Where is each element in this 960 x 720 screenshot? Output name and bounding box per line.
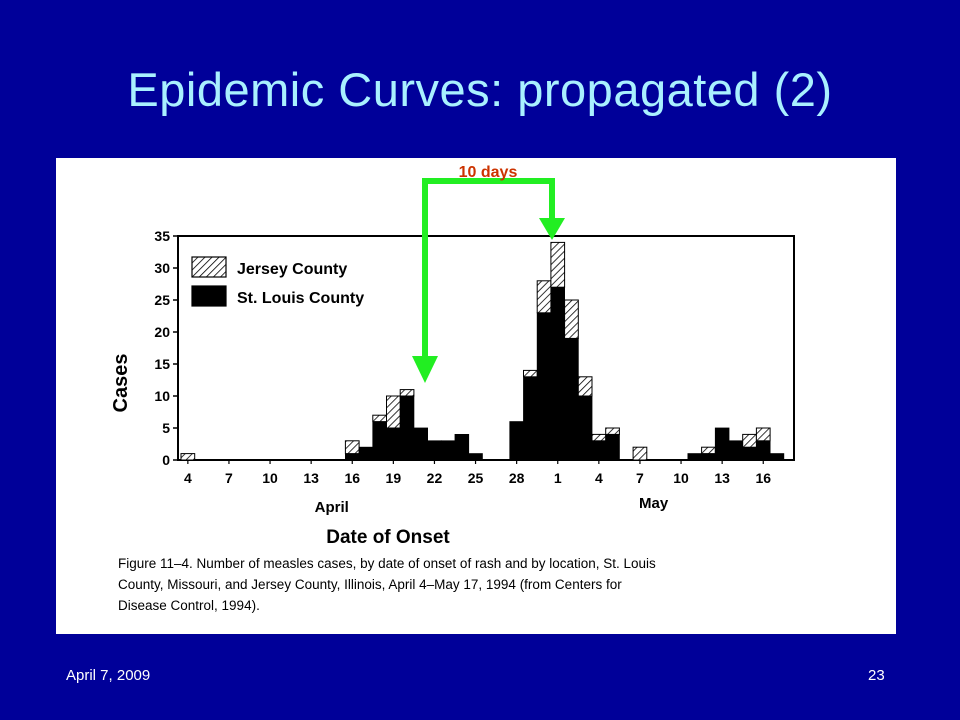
plot-border: [177, 235, 795, 461]
legend-label-st-louis: St. Louis County: [237, 290, 364, 307]
bar-st-louis: [591, 440, 607, 461]
bar-st-louis: [468, 453, 483, 461]
bar-st-louis: [728, 440, 744, 461]
down-arrow-left: [412, 356, 438, 383]
bar-st-louis: [536, 312, 552, 461]
interval-label: 10 days: [459, 164, 518, 181]
bar-st-louis: [413, 427, 428, 461]
bar-st-louis: [523, 376, 538, 461]
bar-jersey: [372, 414, 387, 423]
legend-swatch-st-louis: [191, 285, 227, 307]
bar-jersey: [564, 299, 579, 339]
bar-st-louis: [440, 440, 456, 461]
bar-jersey: [591, 433, 607, 442]
bar-st-louis: [344, 453, 360, 461]
figure-panel: 0 5 10 15 20 25 30 35 4 7 10 13 16 19 22 25 28 1 4 7 10 13 16 A…: [56, 158, 896, 634]
x-tick-label: 10: [673, 470, 689, 486]
x-tick-label: 28: [509, 470, 525, 486]
bar-jersey: [399, 389, 415, 397]
y-tick-label: 25: [154, 292, 170, 308]
y-tick-label: 10: [154, 388, 170, 404]
bar-st-louis: [399, 395, 415, 461]
legend-label-jersey: Jersey County: [237, 261, 347, 278]
x-tick-label: 7: [636, 470, 644, 486]
x-tick-label: 13: [303, 470, 319, 486]
bar-st-louis: [756, 440, 771, 461]
bar-jersey: [632, 446, 648, 461]
bar-st-louis: [427, 440, 442, 461]
figure-caption: Figure 11–4. Number of measles cases, by…: [118, 556, 656, 613]
x-tick-label: 4: [595, 470, 603, 486]
bar-jersey: [180, 453, 196, 461]
bar-st-louis: [386, 427, 401, 461]
down-arrow-right: [539, 218, 565, 240]
x-tick-label: 1: [554, 470, 562, 486]
bar-st-louis: [687, 453, 703, 461]
y-tick-label: 35: [154, 228, 170, 244]
interval-bracket: [422, 178, 555, 357]
bar-jersey: [344, 440, 360, 455]
bar-st-louis: [769, 453, 785, 461]
x-tick-label: 7: [225, 470, 233, 486]
x-tick-label: 13: [714, 470, 730, 486]
footer-date: April 7, 2009: [66, 667, 151, 684]
bar-jersey: [536, 280, 552, 314]
bar-st-louis: [577, 395, 593, 461]
bar-st-louis: [358, 446, 374, 461]
caption-line: Disease Control, 1994).: [118, 598, 260, 613]
x-tick-label: 16: [755, 470, 771, 486]
bar-jersey: [755, 427, 771, 442]
bar-st-louis: [509, 421, 524, 461]
y-tick-label: 20: [154, 324, 170, 340]
x-tick-label: 19: [386, 470, 402, 486]
slide-title: Epidemic Curves: propagated (2): [127, 63, 833, 116]
bar-st-louis: [701, 453, 716, 461]
bar-jersey: [742, 433, 757, 448]
bar-st-louis: [564, 337, 579, 461]
x-tick-label: 16: [344, 470, 360, 486]
bar-jersey: [386, 395, 401, 429]
y-tick-label: 0: [162, 452, 170, 468]
bar-jersey: [605, 427, 620, 435]
caption-line: County, Missouri, and Jersey County, Ill…: [118, 577, 622, 592]
bar-st-louis: [372, 421, 387, 461]
x-tick-label: 4: [184, 470, 192, 486]
x-tick-label: 25: [468, 470, 484, 486]
y-tick-label: 30: [154, 260, 170, 276]
bar-jersey: [523, 369, 538, 378]
legend-swatch-jersey: [191, 256, 227, 278]
caption-line: Figure 11–4. Number of measles cases, by…: [118, 556, 656, 571]
y-tick-label: 5: [162, 420, 170, 436]
y-tick-label: 15: [154, 356, 170, 372]
page-number: 23: [868, 667, 885, 684]
bar-st-louis: [550, 286, 565, 461]
bar-st-louis: [454, 433, 470, 461]
x-axis-label: Date of Onset: [326, 527, 450, 548]
y-axis-label: Cases: [110, 354, 132, 413]
bar-jersey: [577, 376, 593, 397]
bar-st-louis: [605, 433, 620, 461]
x-tick-label: 10: [262, 470, 278, 486]
month-label-april: April: [315, 499, 349, 516]
month-label-may: May: [639, 495, 669, 512]
bar-jersey: [701, 446, 716, 455]
x-tick-label: 22: [427, 470, 443, 486]
bar-st-louis: [714, 427, 730, 461]
bar-st-louis: [742, 446, 757, 461]
epidemic-curve-chart: 0 5 10 15 20 25 30 35 4 7 10 13 16 19 22 25 28 1 4 7 10 13 16 A…: [110, 164, 795, 613]
bar-jersey: [550, 241, 566, 288]
